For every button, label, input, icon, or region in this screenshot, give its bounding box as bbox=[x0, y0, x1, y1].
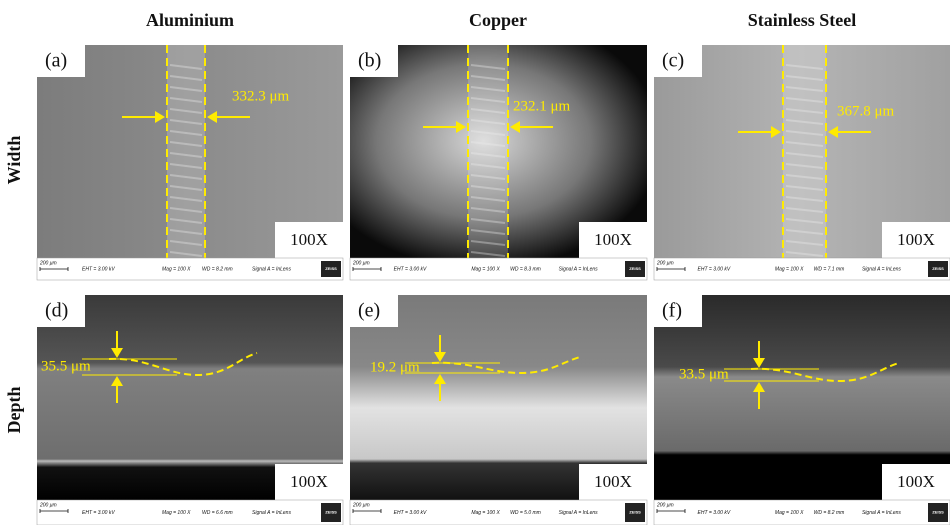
scale-text: 200 μm bbox=[656, 502, 674, 508]
scale-text: 200 μm bbox=[352, 260, 370, 266]
sem-panel: 33.5 μm (f) 100X 200 μm EHT = 3.00 kV Mag = 1… bbox=[654, 295, 950, 525]
sem-panel: 367.8 μm (c) 100X 200 μm EHT = 3.00 kV Mag = … bbox=[654, 45, 950, 280]
measurement: 33.5 μm bbox=[679, 366, 729, 382]
logo: ZEISS bbox=[325, 266, 337, 271]
row-label: Width bbox=[4, 136, 24, 185]
info-mag: Mag = 100 X bbox=[471, 510, 500, 516]
measurement: 35.5 μm bbox=[41, 358, 91, 374]
row-label: Depth bbox=[4, 386, 24, 433]
logo: ZEISS bbox=[629, 266, 641, 271]
panel-label: (c) bbox=[662, 50, 684, 72]
scale-text: 200 μm bbox=[39, 502, 57, 508]
panel-label: (f) bbox=[662, 300, 682, 322]
magnification: 100X bbox=[897, 472, 935, 491]
magnification: 100X bbox=[290, 472, 328, 491]
scale-text: 200 μm bbox=[656, 260, 674, 266]
info-eht: EHT = 3.00 kV bbox=[82, 266, 115, 272]
info-wd: WD = 6.6 mm bbox=[202, 510, 233, 516]
measurement: 19.2 μm bbox=[370, 359, 420, 375]
figure: Aluminium Copper Stainless Steel Width Depth… bbox=[0, 0, 950, 525]
sem-panel: 232.1 μm (b) 100X 200 μm EHT = 3.00 kV Mag = … bbox=[350, 45, 647, 280]
info-mag: Mag = 100 X bbox=[162, 510, 191, 516]
info-mag: Mag = 100 X bbox=[162, 266, 191, 272]
info-mag: Mag = 100 X bbox=[775, 266, 804, 272]
measurement: 367.8 μm bbox=[837, 103, 895, 119]
info-signal: Signal A = InLens bbox=[252, 266, 291, 272]
info-wd: WD = 5.0 mm bbox=[510, 510, 541, 516]
info-mag: Mag = 100 X bbox=[775, 510, 804, 516]
info-eht: EHT = 3.00 kV bbox=[82, 510, 115, 516]
panel-label: (d) bbox=[45, 300, 68, 322]
panel-label: (e) bbox=[358, 300, 380, 322]
info-wd: WD = 8.2 mm bbox=[202, 266, 233, 272]
info-eht: EHT = 3.00 kV bbox=[698, 266, 731, 272]
panel-label: (a) bbox=[45, 50, 67, 72]
info-signal: Signal A = InLens bbox=[862, 510, 901, 516]
info-wd: WD = 8.3 mm bbox=[510, 266, 541, 272]
scale-text: 200 μm bbox=[352, 502, 370, 508]
info-signal: Signal A = InLens bbox=[862, 266, 901, 272]
column-header: Aluminium bbox=[146, 10, 234, 30]
magnification: 100X bbox=[594, 472, 632, 491]
info-signal: Signal A = InLens bbox=[252, 510, 291, 516]
info-eht: EHT = 3.00 kV bbox=[698, 510, 731, 516]
sem-panel: 35.5 μm (d) 100X 200 μm EHT = 3.00 kV Mag = 1… bbox=[37, 295, 343, 525]
info-eht: EHT = 3.00 kV bbox=[394, 266, 427, 272]
sem-panel: 332.3 μm (a) 100X 200 μm EHT = 3.00 kV Mag = … bbox=[37, 45, 343, 280]
magnification: 100X bbox=[290, 230, 328, 249]
info-signal: Signal A = InLens bbox=[559, 510, 598, 516]
logo: ZEISS bbox=[932, 510, 944, 515]
logo: ZEISS bbox=[629, 510, 641, 515]
sem-panel: 19.2 μm (e) 100X 200 μm EHT = 3.00 kV Mag = 1… bbox=[350, 295, 647, 525]
column-header: Stainless Steel bbox=[748, 10, 857, 30]
info-mag: Mag = 100 X bbox=[471, 266, 500, 272]
logo: ZEISS bbox=[932, 266, 944, 271]
panel-label: (b) bbox=[358, 50, 381, 72]
info-eht: EHT = 3.00 kV bbox=[394, 510, 427, 516]
info-wd: WD = 7.1 mm bbox=[814, 266, 845, 272]
measurement: 232.1 μm bbox=[513, 98, 571, 114]
info-signal: Signal A = InLens bbox=[559, 266, 598, 272]
logo: ZEISS bbox=[325, 510, 337, 515]
column-header: Copper bbox=[469, 10, 527, 30]
scale-text: 200 μm bbox=[39, 260, 57, 266]
magnification: 100X bbox=[897, 230, 935, 249]
measurement: 332.3 μm bbox=[232, 88, 290, 104]
magnification: 100X bbox=[594, 230, 632, 249]
info-wd: WD = 8.2 mm bbox=[814, 510, 845, 516]
